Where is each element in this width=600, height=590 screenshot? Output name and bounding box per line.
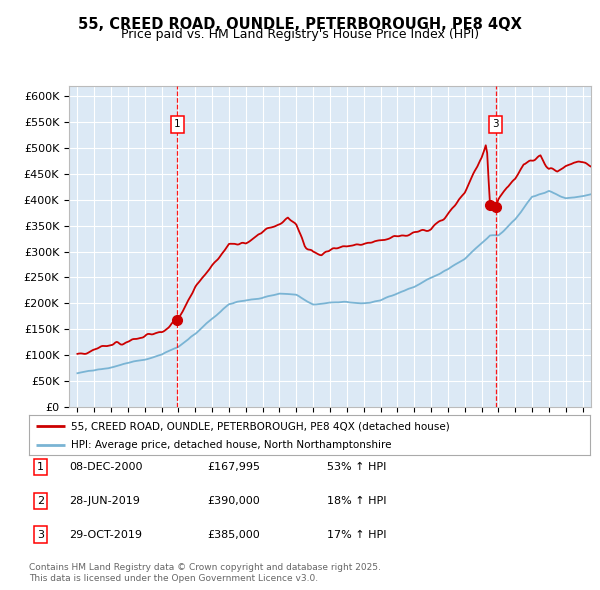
Text: £390,000: £390,000 [207, 496, 260, 506]
Text: 1: 1 [174, 119, 181, 129]
Text: £167,995: £167,995 [207, 463, 260, 472]
Text: 17% ↑ HPI: 17% ↑ HPI [327, 530, 386, 539]
Text: 29-OCT-2019: 29-OCT-2019 [69, 530, 142, 539]
Text: 3: 3 [37, 530, 44, 539]
Text: 08-DEC-2000: 08-DEC-2000 [69, 463, 143, 472]
Text: This data is licensed under the Open Government Licence v3.0.: This data is licensed under the Open Gov… [29, 574, 318, 583]
Text: £385,000: £385,000 [207, 530, 260, 539]
Text: 1: 1 [37, 463, 44, 472]
Text: Price paid vs. HM Land Registry's House Price Index (HPI): Price paid vs. HM Land Registry's House … [121, 28, 479, 41]
Text: 2: 2 [37, 496, 44, 506]
Text: 28-JUN-2019: 28-JUN-2019 [69, 496, 140, 506]
Text: 18% ↑ HPI: 18% ↑ HPI [327, 496, 386, 506]
Text: 55, CREED ROAD, OUNDLE, PETERBOROUGH, PE8 4QX (detached house): 55, CREED ROAD, OUNDLE, PETERBOROUGH, PE… [71, 421, 449, 431]
Text: 53% ↑ HPI: 53% ↑ HPI [327, 463, 386, 472]
Text: 55, CREED ROAD, OUNDLE, PETERBOROUGH, PE8 4QX: 55, CREED ROAD, OUNDLE, PETERBOROUGH, PE… [78, 17, 522, 31]
Text: Contains HM Land Registry data © Crown copyright and database right 2025.: Contains HM Land Registry data © Crown c… [29, 563, 380, 572]
Text: 3: 3 [492, 119, 499, 129]
Text: HPI: Average price, detached house, North Northamptonshire: HPI: Average price, detached house, Nort… [71, 440, 391, 450]
